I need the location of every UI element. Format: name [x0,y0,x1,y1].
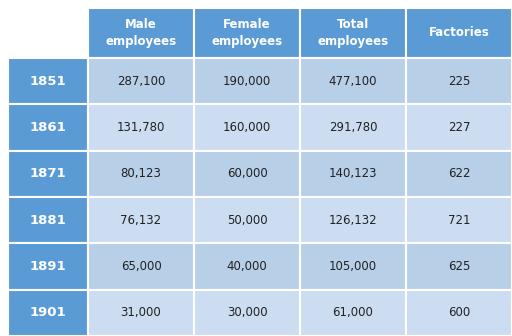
Bar [8,197,88,243]
Bar [88,8,194,58]
Text: Female
employees: Female employees [211,17,283,48]
Text: 50,000: 50,000 [227,214,267,227]
Text: 61,000: 61,000 [333,306,373,319]
Text: 721: 721 [448,214,470,227]
Bar [300,197,406,243]
Bar [300,104,406,151]
Bar [8,104,88,151]
Bar [88,290,194,336]
Text: 80,123: 80,123 [120,167,161,180]
Bar [194,243,300,290]
Text: 1901: 1901 [30,306,67,319]
Text: 131,780: 131,780 [117,121,165,134]
Bar [88,58,194,104]
Text: 225: 225 [448,75,470,88]
Text: 60,000: 60,000 [227,167,267,180]
Text: 1871: 1871 [30,167,67,180]
Bar [88,151,194,197]
Text: 190,000: 190,000 [223,75,271,88]
Text: 30,000: 30,000 [227,306,267,319]
Text: 31,000: 31,000 [121,306,161,319]
Text: 40,000: 40,000 [227,260,267,273]
Bar [300,243,406,290]
Bar [194,151,300,197]
Text: 477,100: 477,100 [329,75,377,88]
Bar [406,290,512,336]
Text: 140,123: 140,123 [329,167,377,180]
Bar [194,197,300,243]
Bar [8,243,88,290]
Bar [8,290,88,336]
Text: 1861: 1861 [30,121,67,134]
Bar [406,151,512,197]
Text: 625: 625 [448,260,470,273]
Text: Factories: Factories [429,27,489,40]
Bar [194,290,300,336]
Bar [406,243,512,290]
Bar [88,197,194,243]
Bar [194,104,300,151]
Text: 1891: 1891 [30,260,67,273]
Bar [406,104,512,151]
Bar [8,151,88,197]
Text: 76,132: 76,132 [120,214,162,227]
Bar [406,58,512,104]
Text: 227: 227 [448,121,470,134]
Bar [88,104,194,151]
Bar [300,290,406,336]
Text: Total
employees: Total employees [317,17,389,48]
Text: 291,780: 291,780 [329,121,377,134]
Text: 65,000: 65,000 [121,260,161,273]
Bar [194,58,300,104]
Bar [8,58,88,104]
Text: Male
employees: Male employees [105,17,177,48]
Text: 1881: 1881 [30,214,67,227]
Text: 1851: 1851 [30,75,67,88]
Bar [406,197,512,243]
Text: 126,132: 126,132 [329,214,377,227]
Bar [300,151,406,197]
Text: 105,000: 105,000 [329,260,377,273]
Bar [88,243,194,290]
Text: 600: 600 [448,306,470,319]
Text: 622: 622 [448,167,470,180]
Bar [300,8,406,58]
Text: 287,100: 287,100 [117,75,165,88]
Text: 160,000: 160,000 [223,121,271,134]
Bar [406,8,512,58]
Bar [194,8,300,58]
Bar [300,58,406,104]
